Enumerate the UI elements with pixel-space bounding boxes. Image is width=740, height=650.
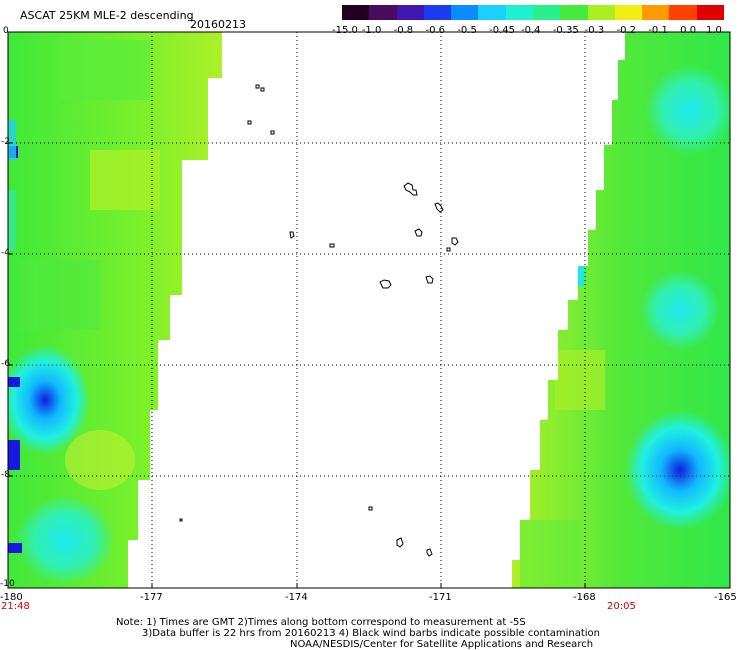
y-tick-label: -8 — [1, 470, 10, 480]
colorbar-tick-label: -0.35 — [552, 25, 579, 36]
y-tick-label: -6 — [1, 359, 10, 369]
colorbar-segment — [505, 5, 534, 20]
x-tick-label: -180 — [0, 592, 23, 603]
colorbar-tick-label: 1.0 — [706, 25, 722, 36]
colorbar-tick-label: -0.1 — [648, 25, 668, 36]
y-tick-label: -2 — [1, 137, 10, 147]
map-title: ASCAT 25KM MLE-2 descending — [20, 9, 194, 22]
colorbar-segment — [669, 5, 698, 20]
note-credit: NOAA/NESDIS/Center for Satellite Applica… — [290, 639, 594, 650]
right-swath-time: 20:05 — [607, 601, 636, 612]
x-tick-label: -168 — [573, 592, 596, 603]
island-outlines — [179, 84, 459, 557]
tick-marks — [8, 142, 586, 588]
colorbar-tick-label: -0.4 — [521, 25, 541, 36]
colorbar: -15.0 -1.0 -0.8 -0.6 -0.5 -0.45 -0.4 -0.35 -0.3-… — [332, 0, 725, 40]
colorbar-segment — [696, 5, 725, 20]
left-swath-time: 21:48 — [1, 601, 30, 612]
y-tick-label: -4 — [1, 248, 10, 258]
grid — [8, 32, 730, 588]
x-tick-label: -177 — [140, 592, 163, 603]
colorbar-segment — [478, 5, 507, 20]
colorbar-tick-label: -15.0 — [332, 25, 358, 36]
colorbar-segment — [642, 5, 670, 20]
colorbar-tick-label: -0.6 — [425, 25, 446, 36]
colorbar-segment — [369, 5, 398, 20]
colorbar-tick-label: -0.45 — [489, 25, 516, 36]
note-line-1: Note: 1) Times are GMT 2)Times along bot… — [116, 617, 526, 628]
y-tick-label: -10 — [0, 579, 15, 589]
colorbar-segment — [423, 5, 452, 20]
note-line-2: 3)Data buffer is 22 hrs from 20160213 4)… — [142, 628, 600, 639]
map-date: 20160213 — [190, 18, 246, 31]
y-tick-label: 0 — [3, 26, 9, 36]
colorbar-segment — [342, 5, 370, 20]
colorbar-tick-label: -0.3 — [584, 25, 605, 36]
x-tick-label: -165 — [714, 592, 737, 603]
colorbar-segment — [451, 5, 479, 20]
colorbar-tick-label: -1.0 — [361, 25, 382, 36]
colorbar-segment — [533, 5, 561, 20]
colorbar-tick-label: 0.0 — [680, 25, 697, 36]
colorbar-tick-label: -0.8 — [393, 25, 414, 36]
colorbar-segment — [614, 5, 643, 20]
colorbar-segment — [396, 5, 425, 20]
plot-frame — [7, 31, 731, 589]
x-tick-label: -171 — [429, 592, 452, 603]
colorbar-segment — [587, 5, 616, 20]
colorbar-segment — [560, 5, 589, 20]
colorbar-tick-label: -0.5 — [457, 25, 477, 36]
colorbar-tick-label: -0.2 — [616, 25, 637, 36]
x-tick-label: -174 — [285, 592, 308, 603]
